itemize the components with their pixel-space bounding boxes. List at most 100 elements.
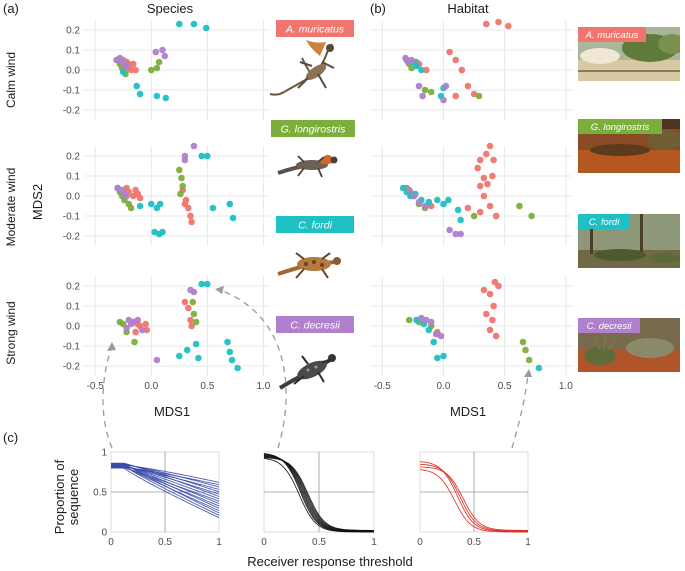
receiver-threshold-label: Receiver response threshold: [247, 554, 412, 569]
point-c-fordi: [457, 216, 464, 224]
point-g-longirostris: [189, 298, 197, 306]
point-a-muricatus: [484, 180, 491, 188]
point-a-muricatus: [486, 290, 494, 298]
point-c-decresii: [123, 324, 130, 332]
point-a-muricatus: [476, 208, 484, 216]
point-a-muricatus: [464, 82, 472, 90]
point-g-longirostris: [475, 92, 483, 100]
point-c-fordi: [148, 200, 155, 208]
point-c-fordi: [192, 340, 200, 348]
point-a-muricatus: [446, 48, 453, 56]
point-a-muricatus: [458, 66, 466, 74]
point-c-fordi: [535, 364, 543, 372]
point-c-fordi: [234, 364, 241, 372]
point-c-decresii: [446, 226, 453, 234]
curve-line: [111, 466, 220, 486]
x-tick-label: 0.5: [158, 537, 172, 548]
point-g-longirostris: [528, 212, 535, 220]
point-c-decresii: [134, 316, 142, 324]
point-c-fordi: [176, 20, 183, 28]
point-c-fordi: [454, 206, 462, 214]
x-tick-label: 1: [216, 537, 222, 548]
point-a-muricatus: [452, 92, 460, 100]
curve-line: [419, 469, 528, 533]
line-panel-proportion-of-sequence-red: 0 0.5 1: [417, 451, 531, 548]
point-g-longirostris: [421, 86, 429, 94]
point-a-muricatus: [136, 194, 144, 202]
point-c-fordi: [136, 202, 144, 210]
mds1-axis-label-habitat: MDS1: [450, 404, 486, 419]
point-a-muricatus: [480, 174, 488, 182]
species-label-a-muricatus: A. muricatus: [285, 24, 345, 36]
point-c-decresii: [123, 62, 130, 70]
point-g-longirostris: [179, 182, 186, 190]
point-g-longirostris: [470, 212, 478, 220]
y-tick-label: 0.0: [66, 322, 80, 333]
y-tick-label: 0.0: [66, 192, 80, 203]
y-tick-label: -0.2: [63, 232, 81, 243]
panel-b-label: (b): [370, 1, 386, 16]
species-legend: A. muricatus G. longirostris C. fordi C.…: [269, 20, 355, 390]
point-c-decresii: [161, 52, 168, 60]
point-c-fordi: [425, 326, 433, 334]
y-tick-label: 0.2: [66, 26, 80, 37]
arrowhead-black: [215, 286, 224, 294]
species-label-box-c-decresii: [276, 316, 354, 333]
x-tick-label: 0.5: [498, 381, 512, 392]
point-g-longirostris: [525, 356, 533, 364]
x-tick-label: 0: [417, 537, 423, 548]
curve-line: [419, 463, 528, 532]
point-a-muricatus: [480, 192, 488, 200]
line-panel-proportion-of-sequence-blue: 0 0.5 1 0 0.5 1: [93, 448, 222, 549]
x-tick-label: 0.5: [467, 537, 481, 548]
point-c-fordi: [195, 354, 202, 362]
point-a-muricatus: [132, 66, 139, 74]
arrowhead-blue: [107, 342, 116, 351]
habitat-label-box-c-decresii: [578, 318, 640, 333]
point-c-decresii: [123, 192, 130, 200]
point-c-fordi: [204, 280, 211, 288]
point-c-fordi: [430, 338, 438, 346]
habitat-label-c-fordi: C. fordi: [589, 217, 621, 228]
lizard-dewlap-icon: [277, 154, 338, 178]
habitat-label-box-a-muricatus: [578, 27, 646, 42]
point-a-muricatus: [130, 60, 137, 68]
point-c-fordi: [183, 346, 191, 354]
point-g-longirostris: [131, 338, 138, 346]
point-g-longirostris: [192, 318, 200, 326]
point-a-muricatus: [185, 204, 192, 212]
y-tick-label: -0.2: [63, 362, 81, 373]
lizard-frilled-icon: [269, 40, 335, 96]
point-g-longirostris: [522, 346, 529, 354]
point-a-muricatus: [187, 212, 194, 220]
point-a-muricatus: [486, 326, 494, 334]
scatter-panel-species-strong-wind: -0.2 -0.1 0.0 0.1 0.2 -0.5 0.0 0.5 1.0: [63, 276, 271, 392]
scatter-panel-species-calm-wind: -0.2 -0.1 0.0 0.1 0.2: [63, 20, 269, 120]
curve-line: [263, 457, 374, 531]
point-c-fordi: [136, 90, 144, 98]
y-tick-label: -0.1: [63, 342, 81, 353]
scatter-panel-habitat-calm-wind: [370, 18, 572, 120]
dashed-connectors: [102, 289, 529, 449]
point-c-decresii: [457, 230, 464, 238]
x-tick-label: -0.5: [87, 381, 105, 392]
point-g-longirostris: [177, 190, 184, 198]
point-c-fordi: [440, 200, 447, 208]
point-a-muricatus: [480, 286, 488, 294]
habitat-legend: A. muricatus G. longirostris C. fordi: [578, 27, 680, 372]
point-a-muricatus: [182, 196, 190, 204]
point-c-decresii: [415, 82, 423, 90]
point-a-muricatus: [476, 156, 484, 164]
habitat-label-g-longirostris: G. longirostris: [591, 122, 650, 133]
point-g-longirostris: [519, 338, 527, 346]
row-label-calm-wind: Calm wind: [4, 52, 18, 108]
y-tick-label: 0.2: [66, 282, 80, 293]
lizard-patterned-icon: [277, 252, 341, 279]
scatter-panel-habitat-strong-wind: -0.5 0.0 0.5 1.0: [370, 276, 573, 392]
point-c-fordi: [413, 62, 420, 70]
y-tick-label: -0.2: [63, 106, 81, 117]
point-a-muricatus: [188, 322, 195, 330]
scatter-panel-habitat-moderate-wind: [370, 142, 572, 246]
y-tick-label: 0.5: [93, 488, 107, 499]
x-tick-label: 0.5: [200, 381, 214, 392]
